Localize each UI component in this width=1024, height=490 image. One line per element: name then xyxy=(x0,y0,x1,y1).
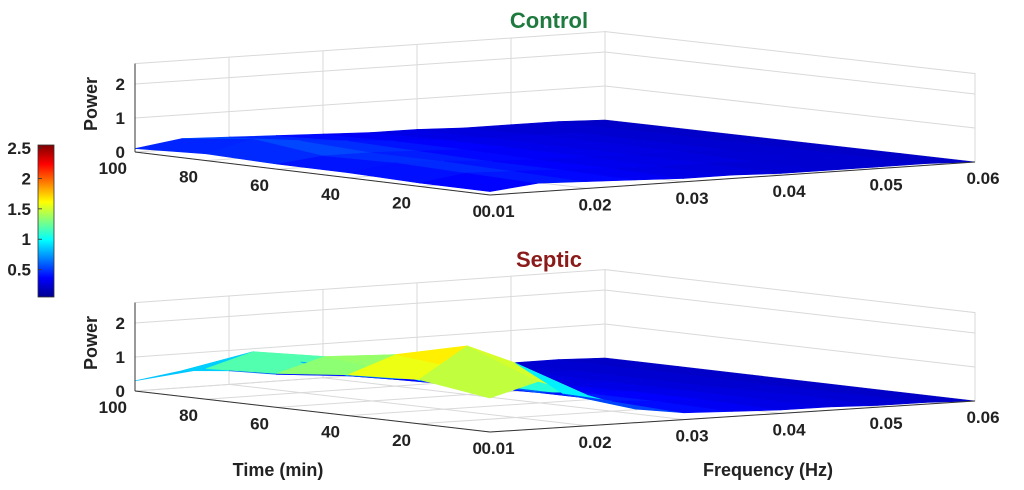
power-tick-label: 1 xyxy=(116,348,125,367)
time-tick-label: 20 xyxy=(392,431,411,450)
time-tick-label: 100 xyxy=(99,398,127,417)
power-tick-label: 1 xyxy=(116,109,125,128)
chart-title-control: Control xyxy=(510,8,588,33)
time-tick-label: 100 xyxy=(99,159,127,178)
surface-patch xyxy=(852,153,976,164)
floor-gridline xyxy=(228,383,588,427)
floor-gridline xyxy=(322,377,685,421)
frequency-tick-label: 0.06 xyxy=(966,169,999,188)
power-gridline xyxy=(134,51,976,95)
colorbar xyxy=(37,144,55,298)
power-tick-label: 0 xyxy=(116,382,125,401)
frequency-tick-label: 0.03 xyxy=(675,189,708,208)
time-axis-label: Time (min) xyxy=(233,460,324,480)
time-tick-label: 60 xyxy=(250,176,269,195)
power-tick-label: 2 xyxy=(116,314,125,333)
time-axis xyxy=(134,390,491,433)
frequency-tick-label: 0.04 xyxy=(772,420,806,439)
time-axis xyxy=(134,151,491,196)
frequency-tick-label: 0.05 xyxy=(869,176,902,195)
frequency-tick-label: 0.02 xyxy=(578,195,611,214)
frequency-tick-label: 0.04 xyxy=(772,182,806,201)
time-tick-label: 20 xyxy=(392,193,411,212)
frequency-axis-label: Frequency (Hz) xyxy=(703,460,833,480)
time-tick-label: 0 xyxy=(473,202,482,221)
frequency-tick-label: 0.01 xyxy=(481,202,514,221)
power-tick-label: 2 xyxy=(116,75,125,94)
time-tick-label: 40 xyxy=(321,423,340,442)
chart-title-septic: Septic xyxy=(516,247,582,272)
frequency-tick-label: 0.03 xyxy=(675,427,708,446)
colorbar-tick-label: 1.5 xyxy=(7,200,31,219)
colorbar-tick-label: 1 xyxy=(22,230,31,249)
time-tick-label: 80 xyxy=(179,168,198,187)
frequency-axis xyxy=(489,400,976,433)
colorbar-tick-label: 0.5 xyxy=(7,261,31,280)
time-tick-label: 80 xyxy=(179,406,198,425)
colorbar-ticks: 2.5 2 1.5 1 0.5 xyxy=(7,139,42,280)
frequency-tick-label: 0.01 xyxy=(481,439,514,458)
power-tick-label: 0 xyxy=(116,143,125,162)
frequency-tick-label: 0.06 xyxy=(966,408,999,427)
frequency-tick-label: 0.02 xyxy=(578,433,611,452)
colorbar-tick-label: 2 xyxy=(22,169,31,188)
surface-patch xyxy=(852,392,976,403)
power-gridline xyxy=(134,289,976,334)
surface xyxy=(134,345,976,414)
time-tick-label: 0 xyxy=(473,439,482,458)
time-tick-label: 60 xyxy=(250,414,269,433)
power-axis-label: Power xyxy=(81,316,101,370)
surface xyxy=(134,119,976,192)
frequency-tick-label: 0.05 xyxy=(869,414,902,433)
frequency-axis xyxy=(489,161,976,196)
power-axis-label: Power xyxy=(81,77,101,131)
time-tick-label: 40 xyxy=(321,185,340,204)
colorbar-tick-label: 2.5 xyxy=(7,139,31,158)
